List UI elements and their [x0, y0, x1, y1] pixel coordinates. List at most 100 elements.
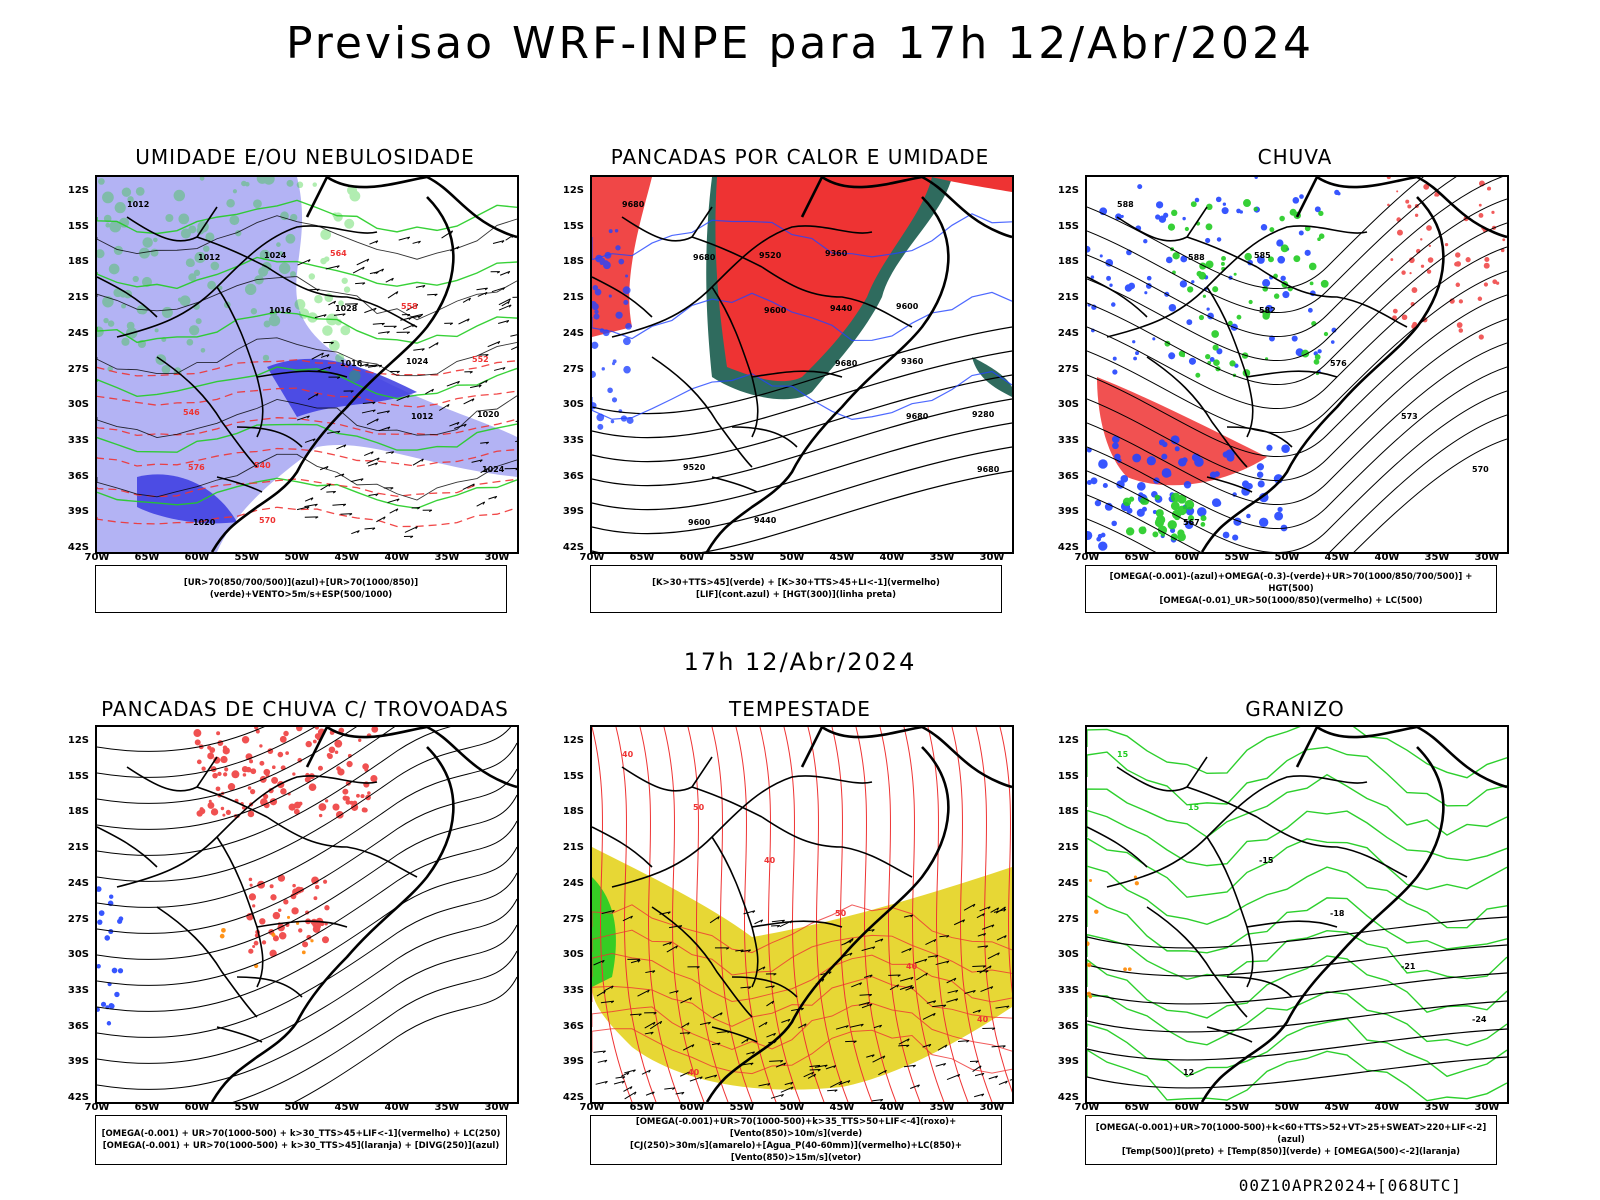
- panel-legend: [OMEGA(-0.001)+UR>70(1000-500)+k<60+TTS>…: [1085, 1115, 1497, 1165]
- contour-label: 567: [1183, 518, 1200, 527]
- x-tick-label: 55W: [234, 552, 260, 563]
- y-tick-label: 33S: [562, 434, 584, 446]
- contour-label: 558: [401, 302, 418, 311]
- map-canvas: [97, 727, 517, 1102]
- y-tick-label: 24S: [1057, 327, 1079, 339]
- contour-label: 552: [472, 355, 489, 364]
- legend-line: [UR>70(850/700/500)](azul)+[UR>70(1000/8…: [183, 578, 419, 600]
- contour-label: 40: [622, 750, 634, 759]
- contour-label: 1024: [482, 465, 505, 474]
- y-tick-label: 24S: [562, 327, 584, 339]
- contour-label: 576: [1330, 359, 1347, 368]
- contour-label: 1024: [406, 357, 429, 366]
- forecast-map-panel: [95, 725, 519, 1104]
- contour-label: 15: [1188, 803, 1200, 812]
- x-tick-label: 50W: [779, 552, 805, 563]
- x-tick-label: 30W: [1474, 552, 1500, 563]
- y-tick-label: 36S: [562, 470, 584, 482]
- y-tick-label: 27S: [562, 363, 584, 375]
- contour-label: 9360: [825, 249, 848, 258]
- y-tick-label: 30S: [562, 399, 584, 411]
- x-tick-label: 35W: [1424, 552, 1450, 563]
- contour-label: 50: [835, 909, 847, 918]
- y-tick-label: 27S: [1057, 363, 1079, 375]
- subtitle-valid-time: 17h 12/Abr/2024: [683, 648, 917, 676]
- x-tick-label: 55W: [1224, 552, 1250, 563]
- y-tick-label: 42S: [67, 542, 89, 553]
- y-tick-label: 33S: [562, 984, 584, 996]
- contour-label: 9440: [754, 516, 777, 525]
- contour-label: 588: [1117, 200, 1134, 209]
- contour-label: 1016: [269, 306, 292, 315]
- y-tick-label: 42S: [1057, 1092, 1079, 1103]
- contour-label: 576: [188, 463, 205, 472]
- legend-line: [Temp(500)](preto) + [Temp(850)](verde) …: [1121, 1147, 1461, 1157]
- y-tick-label: 42S: [562, 542, 584, 553]
- forecast-map-panel: 15 15 -15 -18 -21 -24 12: [1085, 725, 1509, 1104]
- contour-label: 546: [183, 408, 200, 417]
- x-tick-label: 60W: [679, 1102, 705, 1113]
- x-tick-label: 35W: [1424, 1102, 1450, 1113]
- y-tick-label: 42S: [67, 1092, 89, 1103]
- contour-label: 40: [764, 856, 776, 865]
- y-tick-label: 27S: [67, 363, 89, 375]
- y-tick-label: 36S: [67, 1020, 89, 1032]
- y-tick-label: 30S: [67, 949, 89, 961]
- x-tick-label: 60W: [679, 552, 705, 563]
- contour-label: 9520: [683, 463, 706, 472]
- x-tick-label: 45W: [334, 552, 360, 563]
- x-tick-label: 45W: [1324, 552, 1350, 563]
- legend-line: [OMEGA(-0.001) + UR>70(1000-500) + k>30_…: [102, 1141, 500, 1151]
- contour-label: 1012: [198, 253, 220, 262]
- x-tick-label: 60W: [1174, 552, 1200, 563]
- y-tick-label: 15S: [67, 220, 89, 232]
- y-tick-label: 18S: [1057, 806, 1079, 818]
- y-tick-label: 39S: [1057, 506, 1079, 518]
- y-tick-label: 33S: [1057, 434, 1079, 446]
- y-tick-label: 39S: [562, 506, 584, 518]
- y-tick-label: 18S: [67, 256, 89, 268]
- contour-label: 9600: [764, 306, 787, 315]
- contour-label: 1012: [127, 200, 149, 209]
- map-canvas: 588 588 582 576 573 570 567 585: [1087, 177, 1507, 552]
- run-info-footer: 00Z10APR2024+[068UTC]: [1238, 1176, 1462, 1195]
- legend-line: [LIF](cont.azul) + [HGT(300)](linha pret…: [695, 590, 897, 600]
- panel-title: CHUVA: [1257, 145, 1333, 169]
- x-tick-label: 40W: [879, 1102, 905, 1113]
- contour-label: 1020: [193, 518, 216, 527]
- contour-label: 564: [330, 249, 347, 258]
- contour-label: 50: [693, 803, 705, 812]
- contour-label: 570: [1472, 465, 1489, 474]
- map-canvas: 40 50 40 50 40 40 40: [592, 727, 1012, 1102]
- contour-label: 15: [1117, 750, 1129, 759]
- y-tick-label: 15S: [67, 770, 89, 782]
- contour-label: 9280: [972, 410, 995, 419]
- y-tick-label: 21S: [562, 842, 584, 854]
- y-tick-label: 27S: [67, 913, 89, 925]
- y-tick-label: 42S: [562, 1092, 584, 1103]
- y-tick-label: 12S: [1057, 185, 1079, 196]
- panel-title: TEMPESTADE: [729, 697, 871, 721]
- y-tick-label: 21S: [67, 292, 89, 304]
- x-tick-label: 70W: [579, 552, 605, 563]
- contour-label: 582: [1259, 306, 1276, 315]
- x-tick-label: 45W: [829, 1102, 855, 1113]
- panel-title: PANCADAS DE CHUVA C/ TROVOADAS: [101, 697, 509, 721]
- contour-label: 1028: [335, 304, 358, 313]
- x-tick-label: 60W: [184, 552, 210, 563]
- y-tick-label: 21S: [562, 292, 584, 304]
- y-tick-label: 18S: [67, 806, 89, 818]
- panel-title: GRANIZO: [1245, 697, 1345, 721]
- map-canvas: 9680 9680 9600 9680 9680 9680 9600 9520 9440 9360…: [592, 177, 1012, 552]
- legend-line: [OMEGA(-0.001) + UR>70(1000-500) + k>30_…: [101, 1129, 501, 1139]
- contour-label: 540: [254, 461, 271, 470]
- x-tick-label: 30W: [979, 552, 1005, 563]
- x-tick-label: 55W: [1224, 1102, 1250, 1113]
- contour-label: 9680: [835, 359, 858, 368]
- x-tick-label: 50W: [284, 552, 310, 563]
- y-tick-label: 24S: [1057, 877, 1079, 889]
- x-tick-label: 40W: [1374, 1102, 1400, 1113]
- x-tick-label: 40W: [384, 552, 410, 563]
- legend-line: [OMEGA(-0.001)+UR>70(1000-500)+k<60+TTS>…: [1095, 1123, 1487, 1145]
- contour-label: 9680: [977, 465, 1000, 474]
